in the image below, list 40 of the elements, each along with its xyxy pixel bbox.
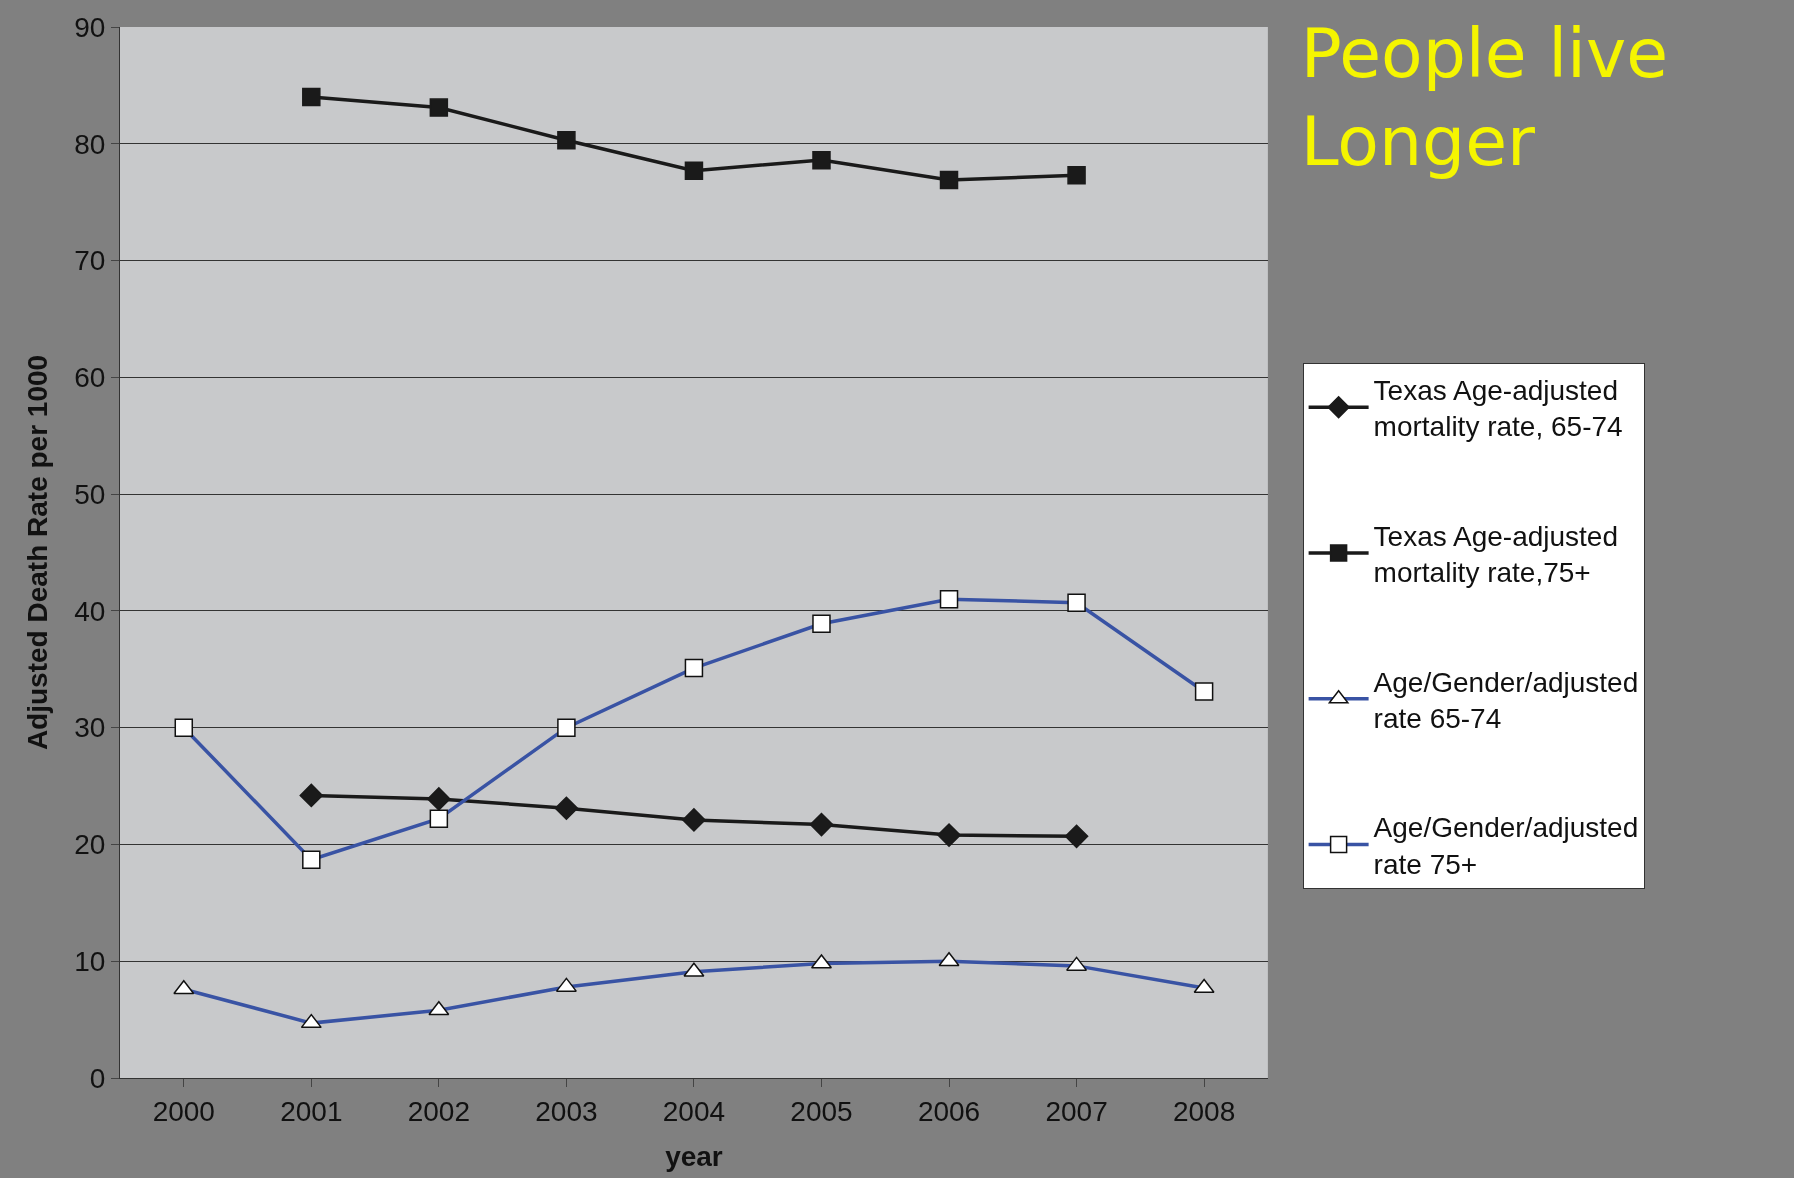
x-tick-label: 2004 <box>662 1095 726 1127</box>
y-tick-label: 60 <box>74 362 106 394</box>
y-tick-label: 90 <box>74 11 106 43</box>
y-tick-label: 80 <box>74 128 106 160</box>
x-tick-label: 2002 <box>407 1095 470 1127</box>
point <box>812 150 831 170</box>
x-tick-label: 2005 <box>790 1095 853 1127</box>
y-tick-label: 10 <box>74 946 106 978</box>
point <box>809 812 834 837</box>
point <box>684 161 704 180</box>
point <box>554 796 579 821</box>
point <box>937 823 961 847</box>
point <box>682 808 706 832</box>
legend-label: Texas Age-adjusted mortality rate, 65-74 <box>1373 374 1623 443</box>
y-tick-label: 30 <box>74 712 106 744</box>
point <box>1067 166 1086 185</box>
y-axis-title: Adjusted Death Rate per 1000 <box>21 354 53 751</box>
point <box>302 87 321 107</box>
y-tick-label: 0 <box>89 1062 106 1094</box>
text: People live Longer <box>1300 13 1669 181</box>
y-tick-label: 20 <box>74 829 106 861</box>
legend-label: Age/Gender/adjusted rate 75+ <box>1373 812 1639 880</box>
x-tick-label: 2007 <box>1045 1095 1108 1127</box>
x-axis-title: year <box>665 1140 723 1172</box>
point <box>299 783 324 808</box>
x-tick-label: 2001 <box>280 1095 343 1127</box>
point <box>429 98 449 117</box>
point <box>557 131 576 150</box>
point <box>1064 824 1089 849</box>
legend-label: Age/Gender/adjusted rate 65-74 <box>1373 666 1639 734</box>
x-tick-label: 2008 <box>1172 1095 1236 1127</box>
y-tick-label: 70 <box>74 245 106 277</box>
y-tick-label: 50 <box>74 478 106 510</box>
y-tick-label: 40 <box>74 595 106 627</box>
x-tick-label: 2006 <box>917 1095 981 1127</box>
point <box>939 170 959 190</box>
x-tick-label: 2003 <box>535 1095 598 1127</box>
x-tick-label: 2000 <box>152 1095 215 1127</box>
legend-label: Texas Age-adjusted mortality rate,75+ <box>1373 520 1618 589</box>
point <box>427 787 451 811</box>
